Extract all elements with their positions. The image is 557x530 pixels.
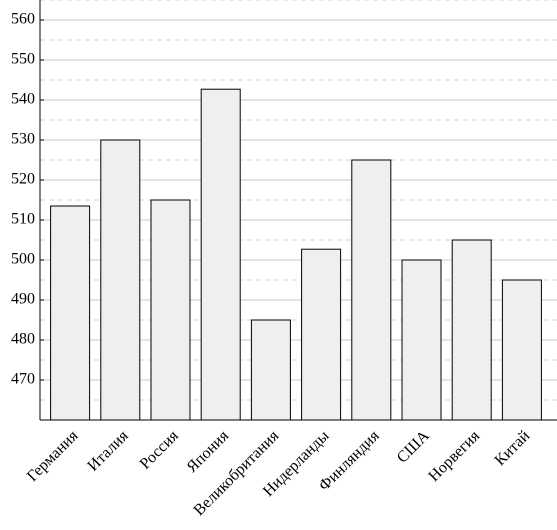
bar — [401, 259, 442, 421]
y-tick-label: 490 — [11, 291, 35, 308]
y-tick-label: 500 — [11, 251, 35, 268]
y-tick-label: 470 — [11, 371, 35, 388]
y-tick-label: 520 — [11, 171, 35, 188]
x-tick-label: Германия — [24, 427, 82, 485]
bar — [150, 199, 191, 421]
y-tick-label: 550 — [11, 51, 35, 68]
x-tick-label: Китай — [492, 427, 534, 469]
bar — [501, 279, 542, 421]
y-tick-label: 530 — [11, 131, 35, 148]
x-tick-label: США — [394, 427, 433, 466]
bar — [100, 139, 141, 421]
x-tick-label: Япония — [184, 427, 233, 476]
bar — [50, 205, 91, 421]
x-tick-label: Великобритания — [191, 427, 283, 519]
bar — [351, 159, 392, 421]
y-tick-label: 560 — [11, 11, 35, 28]
bar — [250, 319, 291, 421]
x-tick-label: Норвегия — [425, 427, 483, 485]
x-tick-label: Италия — [84, 427, 132, 475]
y-tick-label: 510 — [11, 211, 35, 228]
bar — [451, 239, 492, 421]
bar — [200, 88, 241, 421]
y-tick-label: 540 — [11, 91, 35, 108]
bar — [301, 248, 342, 421]
x-tick-label: Россия — [137, 427, 183, 473]
y-tick-label: 480 — [11, 331, 35, 348]
